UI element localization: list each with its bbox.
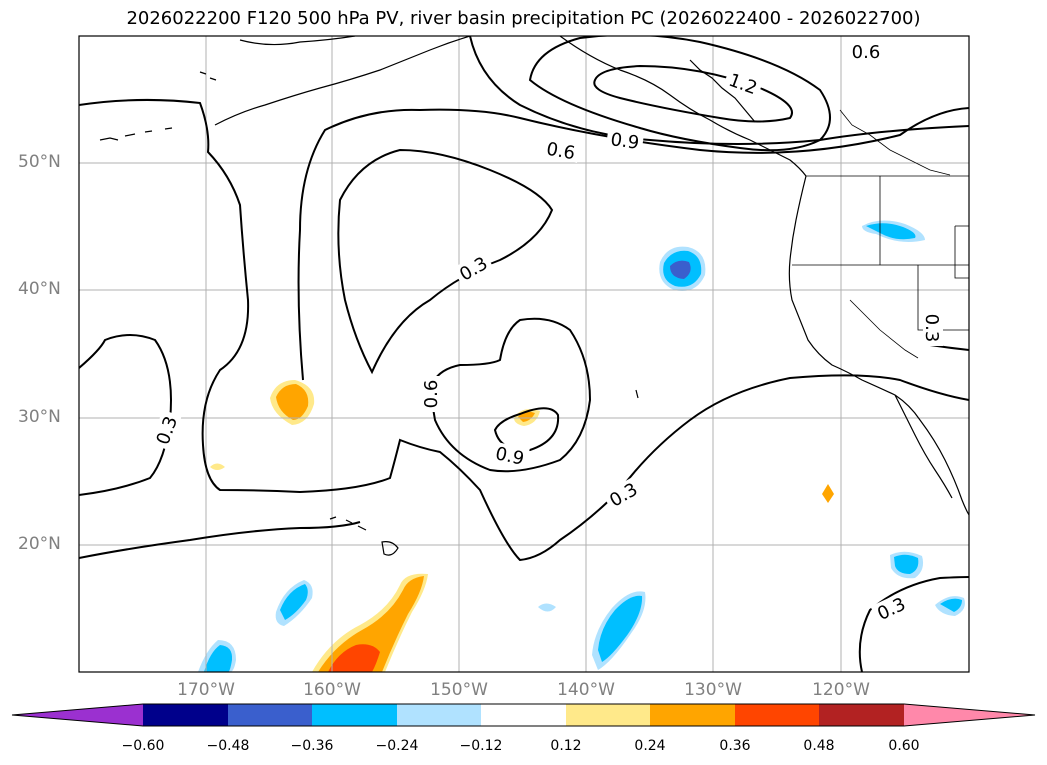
map-frame [78, 35, 970, 673]
contour-labels: 0.6 1.2 0.9 0.6 0.9 0.3 0.6 0.3 0.3 0.3 … [150, 42, 943, 625]
lat-label-30n: 30°N [18, 407, 61, 427]
colorbar-tick-label: 0.60 [888, 738, 920, 754]
map-title: 2026022200 F120 500 hPa PV, river basin … [126, 8, 921, 29]
colorbar-extend-low [12, 704, 143, 726]
colorbar-swatch [566, 704, 650, 726]
colorbar [11, 703, 1036, 727]
svg-text:0.9: 0.9 [609, 129, 640, 154]
lon-label-130w: 130°W [684, 680, 742, 700]
pv-contours [79, 36, 969, 672]
gridlines [79, 36, 969, 672]
colorbar-tick-label: 0.36 [719, 738, 751, 754]
precip-anomaly-shading [198, 220, 965, 672]
coastlines [99, 36, 969, 556]
colorbar-tick-label: 0.12 [550, 738, 582, 754]
colorbar-swatch [735, 704, 819, 726]
svg-text:0.6: 0.6 [852, 42, 881, 63]
colorbar-tick-label: 0.48 [803, 738, 835, 754]
svg-text:0.6: 0.6 [545, 139, 577, 165]
colorbar-outline [11, 703, 1036, 727]
lat-label-40n: 40°N [18, 279, 61, 299]
lon-label-150w: 150°W [430, 680, 488, 700]
lat-label-50n: 50°N [18, 152, 61, 172]
colorbar-swatch [397, 704, 481, 726]
lat-label-20n: 20°N [18, 534, 61, 554]
lon-label-170w: 170°W [177, 680, 235, 700]
colorbar-tick-label: −0.60 [121, 738, 165, 754]
colorbar-swatch [312, 704, 397, 726]
colorbar-swatch [143, 704, 228, 726]
colorbar-swatch [481, 704, 566, 726]
svg-text:0.6: 0.6 [421, 380, 442, 409]
lon-label-140w: 140°W [557, 680, 615, 700]
colorbar-swatch [228, 704, 312, 726]
colorbar-swatch [650, 704, 735, 726]
colorbar-extend-high [904, 704, 1035, 726]
map-plot: 0.6 1.2 0.9 0.6 0.9 0.3 0.6 0.3 0.3 0.3 … [78, 35, 970, 673]
colorbar-tick-label: −0.12 [459, 738, 503, 754]
svg-text:0.9: 0.9 [493, 443, 525, 469]
political-boundaries [792, 109, 969, 359]
svg-text:0.3: 0.3 [921, 314, 942, 343]
colorbar-tick-label: −0.48 [206, 738, 250, 754]
lon-label-120w: 120°W [812, 680, 870, 700]
colorbar-tick-label: −0.24 [375, 738, 419, 754]
colorbar-tick-label: 0.24 [634, 738, 666, 754]
colorbar-swatch [819, 704, 904, 726]
colorbar-tick-label: −0.36 [290, 738, 334, 754]
lon-label-160w: 160°W [303, 680, 361, 700]
